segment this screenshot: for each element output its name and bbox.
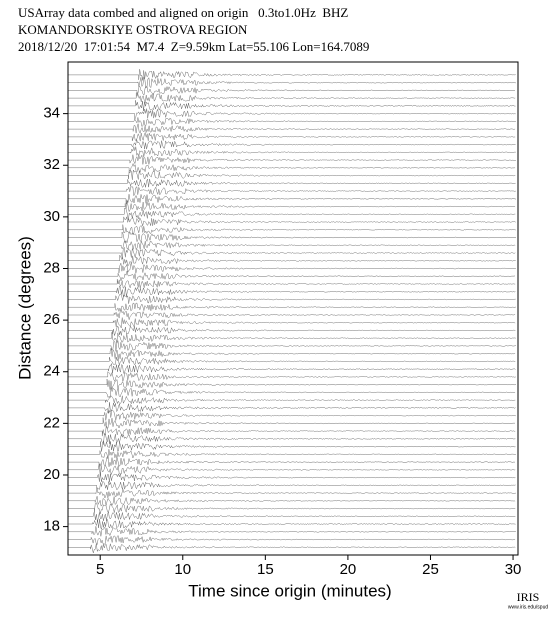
- trace: [68, 502, 516, 514]
- trace: [68, 293, 516, 304]
- y-tick-label: 20: [43, 466, 60, 483]
- trace: [68, 108, 516, 120]
- trace: [68, 131, 516, 142]
- trace: [68, 332, 516, 344]
- logo: IRIS: [517, 590, 540, 604]
- trace: [68, 146, 516, 158]
- trace: [68, 246, 516, 259]
- title-line: USArray data combed and aligned on origi…: [18, 5, 348, 20]
- trace: [68, 417, 516, 429]
- trace: [68, 526, 516, 537]
- trace: [68, 543, 516, 554]
- trace: [68, 100, 516, 112]
- trace: [68, 371, 516, 383]
- trace: [68, 117, 516, 127]
- trace: [68, 254, 516, 266]
- trace: [68, 472, 516, 483]
- trace: [68, 464, 516, 476]
- trace: [68, 139, 516, 150]
- trace: [68, 409, 516, 421]
- trace: [68, 496, 516, 507]
- x-tick-label: 5: [96, 561, 104, 578]
- trace: [68, 309, 516, 320]
- trace: [68, 487, 516, 499]
- trace: [68, 271, 516, 282]
- trace: [68, 387, 516, 399]
- trace: [68, 279, 516, 289]
- trace: [68, 440, 516, 452]
- title-line: 2018/12/20 17:01:54 M7.4 Z=9.59km Lat=55…: [18, 39, 369, 54]
- x-tick-label: 20: [340, 561, 357, 578]
- trace: [68, 362, 516, 374]
- trace: [68, 347, 516, 360]
- trace: [68, 69, 516, 81]
- trace: [68, 178, 516, 188]
- trace: [68, 518, 516, 530]
- trace: [68, 215, 516, 226]
- trace: [68, 356, 516, 366]
- trace: [68, 317, 516, 329]
- y-tick-label: 26: [43, 311, 60, 328]
- trace: [68, 433, 516, 445]
- trace: [68, 194, 516, 205]
- y-axis-label: Distance (degrees): [15, 236, 34, 380]
- trace: [68, 85, 515, 97]
- plot-frame: [67, 61, 519, 556]
- trace: [68, 449, 516, 459]
- trace: [68, 240, 516, 251]
- trace: [68, 224, 516, 236]
- y-tick-label: 32: [43, 156, 60, 173]
- trace: [68, 395, 516, 405]
- title-line: KOMANDORSKIYE OSTROVA REGION: [18, 22, 248, 37]
- trace: [68, 208, 516, 220]
- y-tick-label: 24: [43, 363, 60, 380]
- trace: [68, 262, 516, 274]
- trace: [68, 162, 516, 174]
- trace: [68, 185, 516, 197]
- trace: [68, 402, 516, 414]
- trace: [68, 534, 516, 546]
- y-tick-label: 22: [43, 414, 60, 431]
- x-tick-label: 10: [174, 561, 191, 578]
- x-tick-label: 15: [257, 561, 274, 578]
- trace: [68, 339, 516, 352]
- trace: [68, 325, 516, 336]
- trace: [68, 378, 517, 390]
- x-tick-label: 30: [505, 561, 522, 578]
- trace: [68, 425, 516, 437]
- trace: [68, 154, 516, 165]
- trace: [68, 91, 516, 104]
- x-tick-label: 25: [422, 561, 439, 578]
- trace: [68, 511, 516, 522]
- trace: [68, 123, 516, 134]
- trace: [68, 456, 516, 468]
- trace: [68, 231, 517, 244]
- logo-url: www.iris.edu/spud: [508, 604, 549, 610]
- x-axis-label: Time since origin (minutes): [188, 581, 391, 600]
- trace: [68, 169, 516, 180]
- trace: [68, 285, 516, 298]
- y-tick-label: 18: [43, 518, 60, 535]
- trace: [68, 200, 516, 213]
- trace: [68, 302, 517, 313]
- trace: [68, 77, 516, 89]
- trace: [68, 481, 516, 491]
- y-tick-label: 34: [43, 105, 60, 122]
- y-tick-label: 28: [43, 259, 60, 276]
- y-tick-label: 30: [43, 208, 60, 225]
